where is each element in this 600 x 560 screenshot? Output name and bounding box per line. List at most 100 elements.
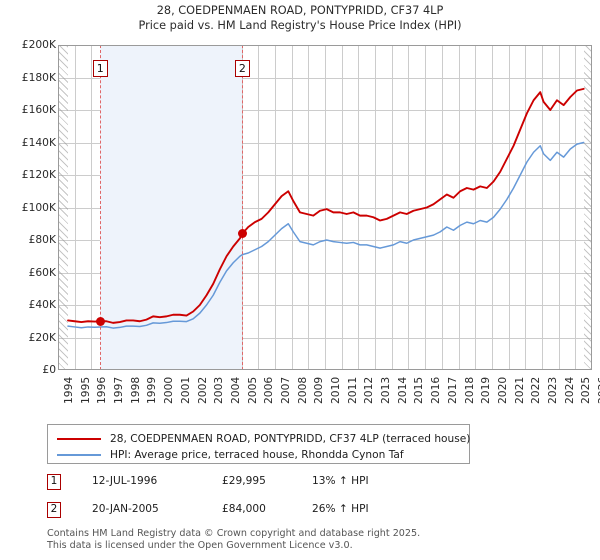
legend-swatch-hpi <box>57 454 101 456</box>
x-axis-tick-label: 2007 <box>278 376 292 404</box>
x-axis-tick-label: 2026 <box>596 376 600 404</box>
y-axis-tick-label: £0 <box>42 363 56 376</box>
y-axis-tick-label: £40K <box>28 298 56 311</box>
transaction-date: 12-JUL-1996 <box>92 475 158 487</box>
x-axis-labels: 1994 1995 1996 1997 1998 1999 2000 2001 2002 2003… <box>58 372 600 408</box>
gridline-vertical <box>91 45 93 370</box>
legend-label-hpi: HPI: Average price, terraced house, Rhon… <box>110 449 404 461</box>
x-axis-tick-label: 2013 <box>379 376 393 404</box>
footer-line-1: Contains HM Land Registry data © Crown c… <box>47 528 421 539</box>
transaction-price: £84,000 <box>222 503 266 515</box>
y-axis-labels: £0 £20K £40K £60K £80K £100K £120K £140K £160K £1… <box>0 39 56 375</box>
gridline-vertical <box>291 45 293 370</box>
gridline-vertical <box>341 45 343 370</box>
x-axis-tick-label: 2010 <box>329 376 342 404</box>
x-axis-tick-label: 2019 <box>479 376 493 404</box>
transaction-marker-label[interactable]: 1 <box>92 60 108 77</box>
transaction-dot[interactable] <box>95 316 105 326</box>
gridline-vertical <box>575 45 577 370</box>
x-axis-tick-label: 2009 <box>312 376 326 404</box>
gridline-vertical <box>458 45 460 370</box>
y-axis-tick-label: £120K <box>21 168 56 181</box>
legend-item-property: 28, COEDPENMAEN ROAD, PONTYPRIDD, CF37 4… <box>57 431 470 447</box>
gridline-vertical <box>74 45 76 370</box>
gridline-vertical <box>558 45 560 370</box>
legend-label-property: 28, COEDPENMAEN ROAD, PONTYPRIDD, CF37 4… <box>110 433 471 445</box>
gridline-vertical <box>258 45 260 370</box>
gridline-vertical <box>441 45 443 370</box>
y-axis-tick-label: £60K <box>28 265 56 279</box>
gridline-vertical <box>308 45 310 370</box>
x-axis-tick-label: 1999 <box>145 376 159 404</box>
x-axis-tick-label: 1994 <box>62 376 75 404</box>
transaction-badge: 1 <box>47 474 61 490</box>
gridline-vertical <box>525 45 527 370</box>
title-line-2: Price paid vs. HM Land Registry's House … <box>138 19 462 32</box>
y-axis-tick-label: £180K <box>21 70 56 84</box>
transaction-date: 20-JAN-2005 <box>92 503 159 515</box>
transaction-dot[interactable] <box>237 229 247 238</box>
gridline-vertical <box>541 45 543 370</box>
transaction-badge: 2 <box>47 502 61 518</box>
x-axis-tick-label: 2003 <box>212 376 226 404</box>
x-axis-tick-label: 2004 <box>228 376 242 404</box>
y-axis-tick-label: £140K <box>21 135 56 149</box>
x-axis-tick-label: 2005 <box>245 376 259 404</box>
x-axis-tick-label: 2014 <box>395 376 409 404</box>
x-axis-tick-label: 2011 <box>345 376 359 404</box>
x-axis-tick-label: 2016 <box>429 376 443 404</box>
x-axis-tick-label: 2023 <box>545 376 559 404</box>
x-axis-tick-label: 2020 <box>495 376 509 404</box>
series-lines <box>67 87 585 329</box>
x-axis-tick-label: 2017 <box>445 376 459 404</box>
x-axis-tick-label: 1998 <box>128 376 142 404</box>
x-axis-tick-label: 2000 <box>162 376 176 404</box>
property-price-line <box>67 87 585 324</box>
title-line-1: 28, COEDPENMAEN ROAD, PONTYPRIDD, CF37 4… <box>156 4 444 17</box>
gridline-vertical <box>408 45 410 370</box>
footer-line-2: This data is licensed under the Open Gov… <box>47 539 353 551</box>
transaction-vline <box>100 45 102 370</box>
gridline-vertical <box>375 45 377 370</box>
gridline-vertical <box>475 45 477 370</box>
x-axis-tick-label: 1996 <box>95 376 109 404</box>
x-axis-tick-label: 2002 <box>195 376 209 404</box>
y-axis-tick-label: £100K <box>21 200 56 214</box>
footer: Contains HM Land Registry data © Crown c… <box>47 528 587 551</box>
y-axis-tick-label: £80K <box>28 233 56 246</box>
page-title: 28, COEDPENMAEN ROAD, PONTYPRIDD, CF37 4… <box>0 3 600 33</box>
no-data-hatch-left <box>58 45 68 370</box>
transaction-price: £29,995 <box>222 475 266 487</box>
x-axis-tick-label: 2024 <box>562 376 576 404</box>
x-axis-tick-label: 2012 <box>362 376 376 404</box>
y-axis-tick-label: £160K <box>21 103 56 116</box>
x-axis-tick-label: 1995 <box>78 376 92 404</box>
legend-swatch-property <box>57 438 101 440</box>
transaction-hpi-delta: 13% ↑ HPI <box>312 475 369 487</box>
x-axis-tick-label: 2006 <box>262 376 276 404</box>
gridline-vertical <box>358 45 360 370</box>
transaction-hpi-delta: 26% ↑ HPI <box>312 503 369 515</box>
hpi-average-line <box>67 141 585 329</box>
x-axis-tick-label: 2015 <box>412 376 426 404</box>
gridline-vertical <box>491 45 493 370</box>
gridline-vertical <box>274 45 276 370</box>
gridline-vertical <box>508 45 510 370</box>
x-axis-tick-label: 2018 <box>462 376 476 404</box>
x-axis-tick-label: 2021 <box>512 376 526 404</box>
x-axis-tick-label: 2008 <box>295 376 309 404</box>
x-axis-tick-label: 1997 <box>112 376 126 404</box>
gridline-vertical <box>391 45 393 370</box>
legend-item-hpi: HPI: Average price, terraced house, Rhon… <box>57 447 404 463</box>
x-axis-tick-label: 2025 <box>579 376 593 404</box>
legend: 28, COEDPENMAEN ROAD, PONTYPRIDD, CF37 4… <box>47 424 470 464</box>
gridline-vertical <box>325 45 326 370</box>
y-axis-tick-label: £200K <box>21 38 56 51</box>
x-axis-tick-label: 2001 <box>178 376 192 404</box>
y-axis-tick-label: £20K <box>28 330 56 344</box>
x-axis-tick-label: 2022 <box>529 376 543 404</box>
transaction-marker-label[interactable]: 2 <box>234 60 250 77</box>
transaction-vline <box>242 45 244 370</box>
